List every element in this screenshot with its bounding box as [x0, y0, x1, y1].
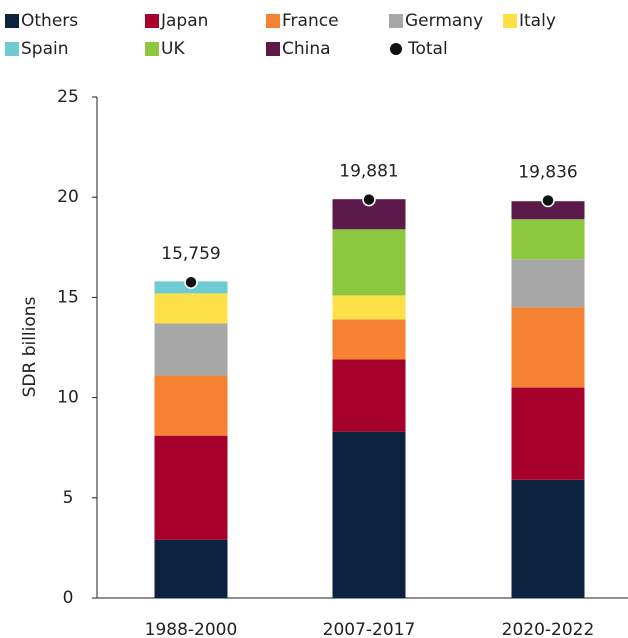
bar-segment [154, 323, 228, 376]
y-tick-label: 5 [63, 488, 74, 508]
legend-swatch [389, 14, 403, 28]
bar-segment [511, 201, 585, 220]
total-label: 15,759 [161, 244, 220, 264]
legend-swatch [266, 14, 280, 28]
legend-swatch [5, 42, 19, 56]
bar-segment [332, 295, 406, 320]
total-marker [541, 193, 555, 208]
legend-swatch [503, 14, 517, 28]
legend-label: China [282, 39, 331, 59]
legend-label: Japan [160, 11, 208, 31]
legend-label: Others [21, 11, 78, 31]
bar-segment [511, 259, 585, 308]
bar-segment [332, 319, 406, 360]
legend-label: Spain [21, 39, 69, 59]
legend-swatch [266, 42, 280, 56]
bar-segment [154, 539, 228, 598]
bar-segment [511, 307, 585, 388]
legend-label: Total [407, 39, 448, 59]
legend-label: Germany [405, 11, 483, 31]
bar-segment [511, 479, 585, 598]
bar-segment [332, 229, 406, 296]
legend-swatch [145, 14, 159, 28]
legend-label: UK [161, 39, 185, 59]
y-tick-label: 10 [57, 388, 79, 408]
total-marker [362, 192, 376, 207]
bar-segment [154, 435, 228, 540]
total-label: 19,881 [339, 162, 398, 182]
legend-swatch [390, 43, 402, 55]
legend-label: France [282, 11, 339, 31]
legend-swatch [145, 42, 159, 56]
bar-segment [154, 375, 228, 436]
x-tick-label: 1988-2000 [145, 620, 238, 638]
bar-segment [154, 293, 228, 324]
y-axis-label: SDR billions [20, 296, 40, 397]
y-tick-label: 0 [63, 588, 74, 608]
total-marker [184, 275, 198, 289]
y-tick-label: 25 [57, 87, 79, 107]
bar-segment [511, 387, 585, 480]
x-tick-label: 2020-2022 [502, 620, 595, 638]
total-label: 19,836 [518, 162, 577, 182]
legend-label: Italy [519, 11, 556, 31]
x-tick-label: 2007-2017 [323, 620, 416, 638]
y-tick-label: 15 [57, 287, 79, 307]
bar-segment [332, 431, 406, 598]
legend-swatch [5, 14, 19, 28]
bar-segment [332, 359, 406, 432]
y-tick-label: 20 [57, 187, 79, 207]
bar-segment [511, 219, 585, 260]
